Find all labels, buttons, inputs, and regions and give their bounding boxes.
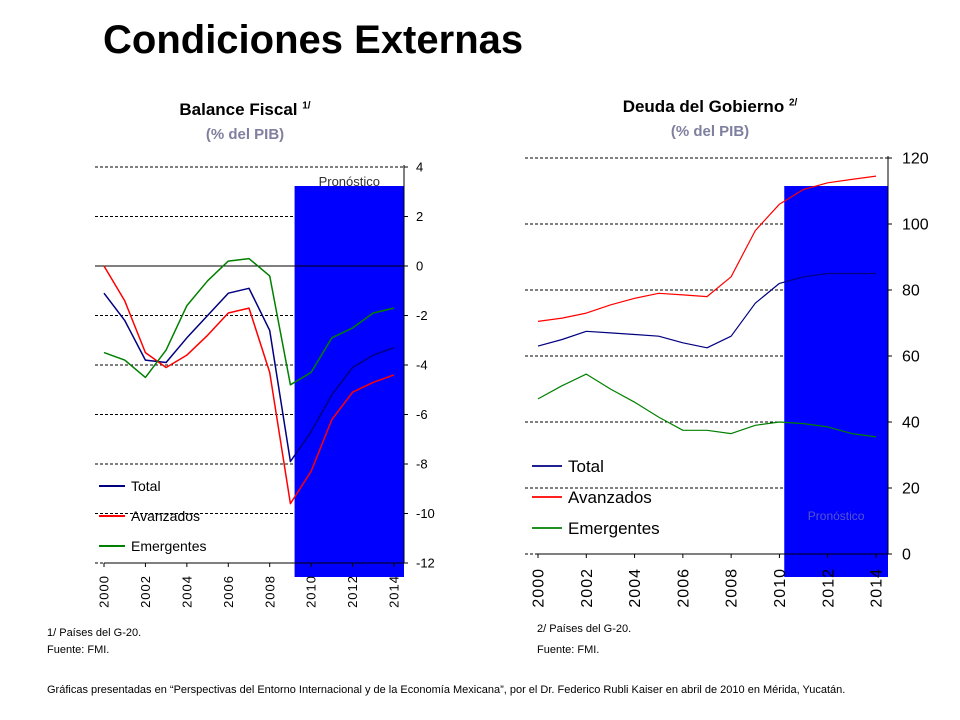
- chart1-legend-total-label: Total: [131, 478, 161, 494]
- footnote-right-source-note: 2/ Países del G-20.: [537, 623, 632, 635]
- chart1-y-tick-label: -8: [416, 457, 428, 472]
- chart2-series-avanzados-line: [537, 175, 877, 322]
- chart2-forecast-band: [784, 186, 888, 577]
- chart1-subtitle: (% del PIB): [205, 126, 285, 143]
- chart2-forecast-label: Pronóstico: [808, 509, 865, 523]
- chart1-x-tick-label: 2000: [97, 575, 112, 608]
- chart1-legend-emergentes-label: Emergentes: [131, 538, 206, 554]
- chart2-title: Deuda del Gobierno 2/: [580, 97, 840, 117]
- chart1-x-tick-label: 2014: [387, 575, 402, 608]
- chart2-y-tick-label: 60: [902, 349, 920, 366]
- chart1-y-tick-label: 4: [416, 160, 423, 175]
- chart1-x-tick-label: 2010: [304, 575, 319, 608]
- page-title: Condiciones Externas: [103, 18, 524, 62]
- chart2-title-text: Deuda del Gobierno: [622, 97, 785, 116]
- chart2-x-tick-label: 2006: [675, 568, 692, 608]
- chart1-y-tick-label: -10: [416, 506, 435, 521]
- chart2-y-tick-label: 20: [902, 481, 920, 498]
- chart1-series-total-line: [103, 287, 395, 463]
- chart2-x-tick-label: 2012: [820, 568, 837, 608]
- footnote-left: 1/ Países del G-20. Fuente: FMI.: [47, 625, 141, 659]
- chart1-title-text: Balance Fiscal: [179, 100, 298, 119]
- chart1-x-tick-label: 2008: [262, 575, 277, 608]
- chart1-series-emergentes-line: [103, 257, 395, 386]
- chart1-y-tick-label: 0: [416, 259, 423, 274]
- footnote-left-source: Fuente: FMI.: [47, 644, 110, 656]
- chart2-x-tick-label: 2000: [531, 568, 548, 608]
- chart1-y-tick-label: -6: [416, 407, 428, 422]
- chart2-y-tick-label: 80: [902, 283, 920, 300]
- chart1-x-tick-label: 2006: [221, 575, 236, 608]
- chart1-x-tick-label: 2012: [345, 575, 360, 608]
- chart2-y-tick-label: 40: [902, 415, 920, 432]
- chart1-y-tick-label: -12: [416, 556, 435, 571]
- chart2-x-tick-label: 2010: [772, 568, 789, 608]
- footnote-right: 2/ Países del G-20. Fuente: FMI.: [537, 621, 631, 659]
- credits-note: Gráficas presentadas en “Perspectivas de…: [47, 684, 846, 696]
- chart1-x-tick-label: 2004: [179, 575, 194, 608]
- chart2-title-footnote: 2/: [788, 97, 798, 109]
- chart1-title-footnote: 1/: [302, 100, 311, 112]
- chart2-x-tick-label: 2002: [579, 568, 596, 608]
- chart2-series-emergentes-line: [537, 373, 877, 438]
- chart2-legend-total-label: Total: [568, 457, 604, 476]
- chart1-series-avanzados-line: [103, 265, 395, 505]
- chart2-legend-emergentes-label: Emergentes: [568, 519, 660, 538]
- chart2-series-total-line: [537, 272, 876, 349]
- chart1-x-tick-label: 2002: [138, 575, 153, 608]
- chart2-legend-avanzados-label: Avanzados: [568, 488, 652, 507]
- chart2-x-tick-label: 2004: [627, 568, 644, 608]
- chart1-title: Balance Fiscal 1/: [130, 100, 360, 120]
- chart1-forecast-label: Pronóstico: [319, 174, 380, 189]
- chart2-y-tick-label: 100: [902, 217, 929, 234]
- chart1-y-tick-label: 2: [416, 209, 423, 224]
- footnote-left-source-note: 1/ Países del G-20.: [47, 627, 142, 639]
- chart1-legend-avanzados-label: Avanzados: [131, 508, 200, 524]
- footnote-right-source: Fuente: FMI.: [537, 644, 600, 656]
- chart1-forecast-band: [294, 186, 404, 577]
- chart2-y-tick-label: 0: [902, 547, 911, 564]
- chart2-y-tick-label: 120: [902, 151, 929, 168]
- chart1-y-tick-label: -2: [416, 308, 428, 323]
- chart1-y-tick-label: -4: [416, 358, 428, 373]
- chart2-x-tick-label: 2008: [724, 568, 741, 608]
- chart2-subtitle: (% del PIB): [670, 123, 750, 140]
- chart2-x-tick-label: 2014: [869, 568, 886, 608]
